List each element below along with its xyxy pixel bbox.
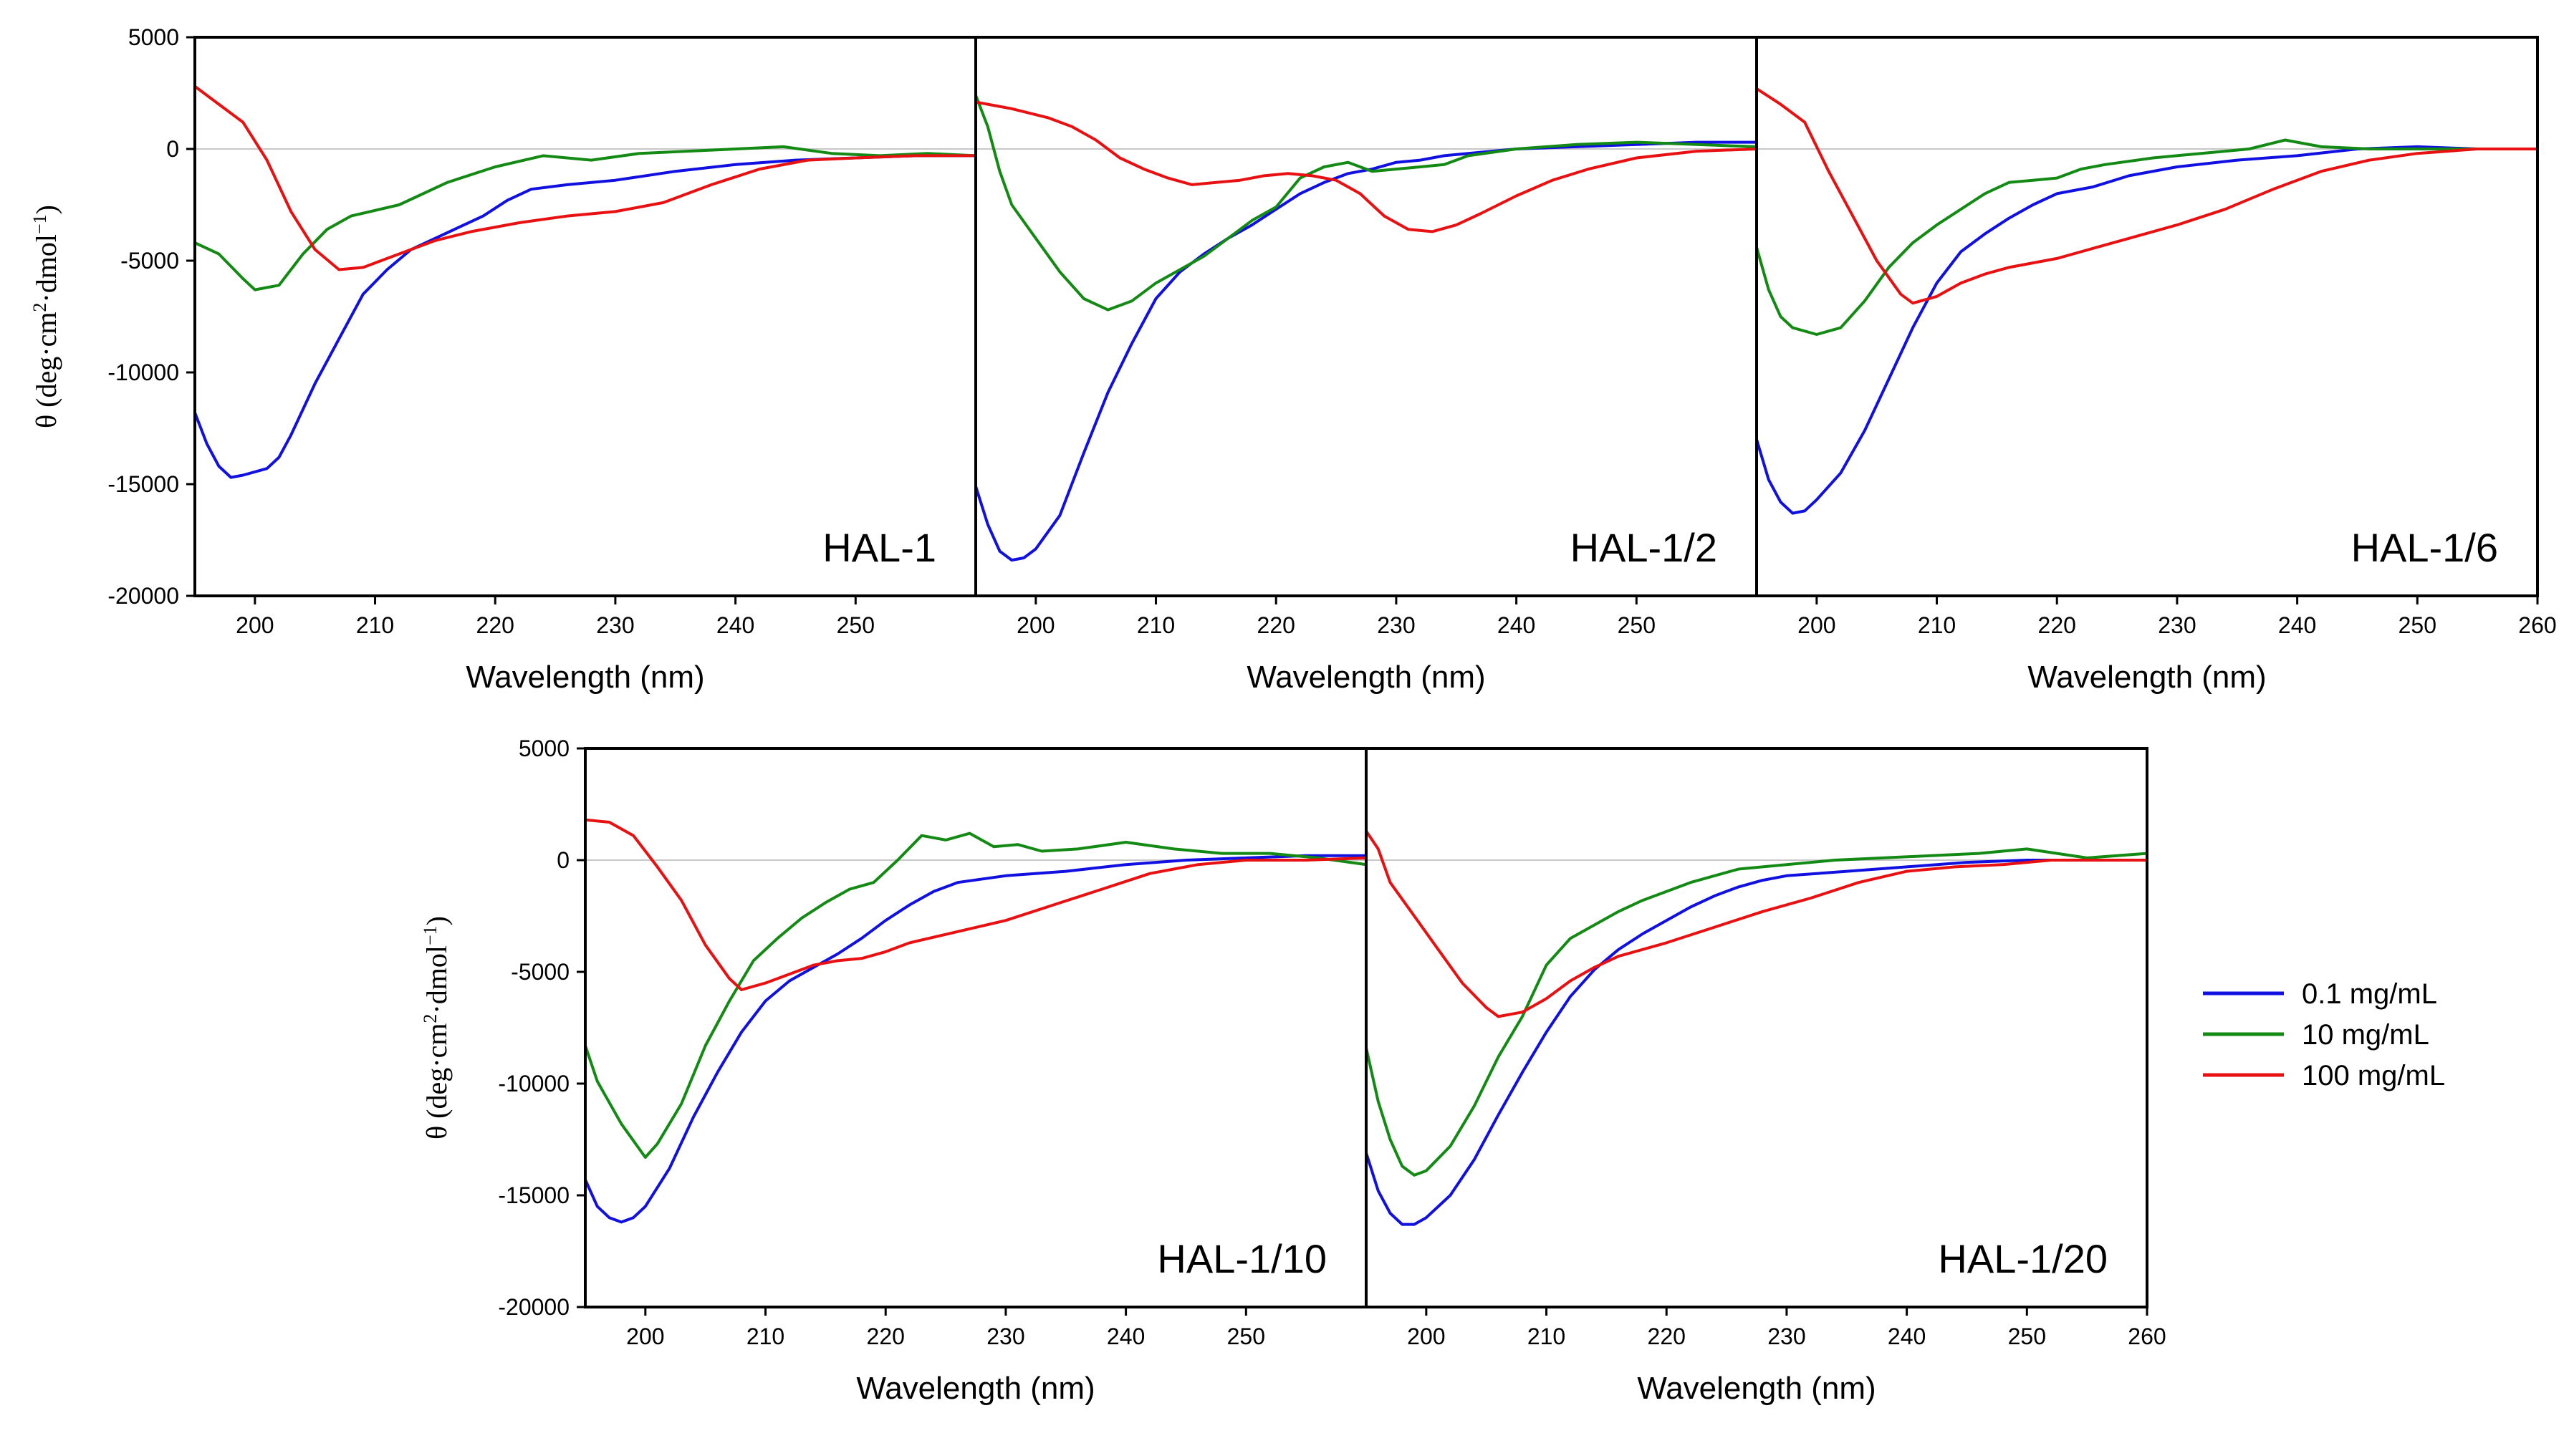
series-line-s10: [1366, 847, 2147, 1177]
x-tick-label: 200: [236, 612, 274, 638]
panel-1: 200 210 220 230 240 250 5000 0 -5000 -10000 -15000…: [107, 24, 977, 695]
y-axis-text: θ (deg·cm: [421, 1023, 453, 1139]
x-axis-title: Wavelength (nm): [2027, 660, 2266, 695]
y-tick-label: -10000: [107, 360, 179, 385]
x-tick-label: 210: [746, 1324, 784, 1349]
y-tick-label: -10000: [498, 1071, 570, 1096]
x-tick-label: 220: [1257, 612, 1295, 638]
series-group: [195, 85, 976, 479]
x-tick-label: 230: [986, 1324, 1024, 1349]
y-tick-label: -5000: [511, 959, 570, 985]
x-tick-label: 260: [2128, 1324, 2166, 1349]
x-tick-label: 230: [1377, 612, 1415, 638]
panel-label: HAL-1/6: [2351, 525, 2498, 570]
x-tick-label: 210: [1137, 612, 1175, 638]
panel-5: 200 210 220 230 240 250 260 Wavelength (nm) HAL-…: [1365, 747, 2166, 1406]
y-axis-superscript: 2: [420, 1014, 441, 1023]
x-tick-label: 250: [1618, 612, 1656, 638]
series-line-s01: [585, 854, 1366, 1224]
x-tick-label: 260: [2518, 612, 2556, 638]
panel-label: HAL-1: [822, 525, 936, 570]
panel-4: 200 210 220 230 240 250 5000 0 -5000 -10000 -15000…: [498, 736, 1368, 1406]
x-tick-label: 200: [1017, 612, 1055, 638]
x-tick-label: 250: [1227, 1324, 1265, 1349]
x-tick-label: 220: [1648, 1324, 1686, 1349]
y-tick-label: 0: [166, 136, 179, 162]
series-group: [1366, 830, 2147, 1226]
series-group: [1757, 87, 2537, 515]
legend-label-s100: 100 mg/mL: [2302, 1060, 2445, 1091]
panel-2: 200 210 220 230 240 250 Wavelength (nm) HAL-1/2: [974, 36, 1758, 695]
y-axis-title-1: θ (deg·cm2·dmol−1): [29, 205, 63, 428]
series-line-s01: [1366, 859, 2147, 1226]
x-tick-label: 220: [2038, 612, 2076, 638]
series-line-s100: [585, 818, 1366, 991]
series-line-s10: [195, 145, 976, 291]
y-axis-title-2: θ (deg·cm2·dmol−1): [420, 916, 453, 1139]
legend-label-s01: 0.1 mg/mL: [2302, 978, 2437, 1010]
x-axis-title: Wavelength (nm): [1247, 660, 1485, 695]
y-tick-label: -15000: [107, 471, 179, 497]
x-tick-label: 240: [716, 612, 754, 638]
y-axis-text: ): [421, 916, 453, 925]
series-line-s100: [195, 85, 976, 271]
series-line-s10: [1757, 138, 2537, 336]
y-tick-label: -20000: [107, 583, 179, 609]
x-axis-title: Wavelength (nm): [466, 660, 704, 695]
plot-frame: [1365, 747, 2148, 1308]
x-tick-label: 230: [1767, 1324, 1805, 1349]
panel-label: HAL-1/2: [1570, 525, 1717, 570]
series-group: [976, 95, 1757, 562]
x-tick-label: 250: [837, 612, 875, 638]
x-tick-label: 230: [2158, 612, 2196, 638]
y-axis-superscript: 2: [29, 303, 50, 312]
series-group: [585, 818, 1366, 1224]
x-tick-label: 220: [867, 1324, 905, 1349]
series-line-s100: [1757, 87, 2537, 305]
x-tick-label: 210: [1918, 612, 1956, 638]
y-axis-text: θ (deg·cm: [30, 312, 62, 428]
legend: 0.1 mg/mL 10 mg/mL 100 mg/mL: [2203, 978, 2445, 1091]
y-tick-label: -15000: [498, 1182, 570, 1208]
x-tick-label: 240: [1497, 612, 1535, 638]
y-axis-superscript: −1: [420, 925, 441, 945]
y-axis-text: ): [30, 205, 62, 214]
panel-label: HAL-1/20: [1938, 1236, 2108, 1281]
x-tick-label: 210: [356, 612, 394, 638]
y-axis-labels: θ (deg·cm2·dmol−1)θ (deg·cm2·dmol−1): [29, 205, 453, 1139]
x-tick-label: 240: [2278, 612, 2316, 638]
panel-3: 200 210 220 230 240 250 260 Wavelength (nm) HAL-…: [1755, 36, 2557, 695]
series-line-s01: [976, 140, 1757, 562]
legend-label-s10: 10 mg/mL: [2302, 1019, 2429, 1051]
x-tick-label: 250: [2008, 1324, 2046, 1349]
x-tick-label: 230: [596, 612, 634, 638]
panels-layer: 200 210 220 230 240 250 5000 0 -5000 -10000 -15000…: [107, 24, 2556, 1406]
panel-label: HAL-1/10: [1157, 1236, 1327, 1281]
y-tick-label: 5000: [519, 736, 570, 761]
series-line-s100: [976, 100, 1757, 233]
series-line-s10: [585, 831, 1366, 1159]
y-tick-label: -20000: [498, 1294, 570, 1320]
y-tick-label: 5000: [128, 24, 179, 50]
series-line-s10: [976, 95, 1757, 312]
series-line-s01: [1757, 145, 2537, 515]
x-tick-label: 220: [476, 612, 514, 638]
y-axis-text: ·dmol: [421, 945, 453, 1014]
x-axis-title: Wavelength (nm): [856, 1371, 1095, 1406]
y-axis-superscript: −1: [29, 214, 50, 234]
y-axis-text: ·dmol: [30, 234, 62, 303]
x-tick-label: 240: [1888, 1324, 1926, 1349]
x-tick-label: 240: [1107, 1324, 1145, 1349]
plot-frame: [1755, 36, 2539, 597]
x-tick-label: 250: [2398, 612, 2436, 638]
y-tick-label: 0: [557, 847, 570, 873]
x-axis-title: Wavelength (nm): [1637, 1371, 1876, 1406]
x-tick-label: 200: [626, 1324, 664, 1349]
x-tick-label: 210: [1527, 1324, 1565, 1349]
x-tick-label: 200: [1407, 1324, 1445, 1349]
y-tick-label: -5000: [120, 248, 179, 274]
series-line-s100: [1366, 830, 2147, 1018]
x-tick-label: 200: [1797, 612, 1835, 638]
